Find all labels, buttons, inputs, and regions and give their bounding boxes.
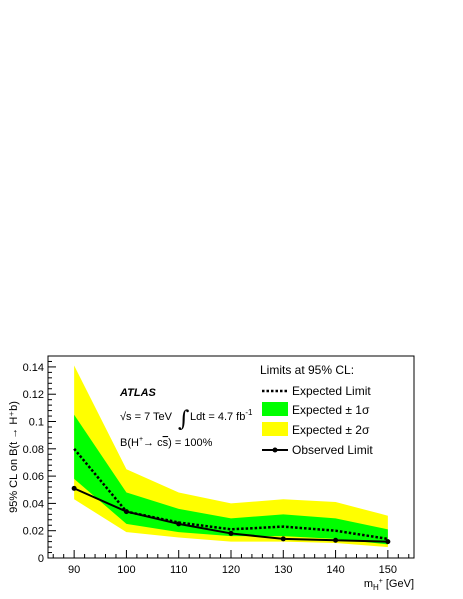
luminosity-label: Ldt = 4.7 fb-1: [190, 408, 253, 423]
axis-ticks: 90 100 110 120 130 140 150 0 0.02 0.04 0.06 0.08 0.1…: [23, 355, 410, 576]
band-1sigma: [74, 414, 388, 545]
legend-title: Limits at 95% CL:: [260, 363, 354, 377]
observed-point: [385, 539, 391, 545]
x-axis-label: mH+ [GeV]: [364, 578, 414, 592]
legend-2sigma-swatch: [262, 422, 288, 436]
x-tick-label: 150: [379, 564, 397, 576]
x-tick-label: 140: [326, 564, 344, 576]
legend-1sigma-label: Expected ± 1σ: [292, 403, 370, 417]
observed-point: [71, 485, 77, 491]
expected-bands: [74, 365, 388, 548]
x-tick-label: 120: [222, 564, 240, 576]
observed-point: [176, 521, 182, 527]
x-tick-label: 100: [117, 564, 135, 576]
legend-expected-label: Expected Limit: [292, 384, 371, 398]
x-axis-label-base: m: [364, 578, 373, 590]
observed-point: [228, 530, 234, 536]
legend-observed-label: Observed Limit: [292, 443, 373, 457]
legend-1sigma-swatch: [262, 402, 288, 416]
br-mid: → c: [143, 437, 163, 449]
luminosity-sup: -1: [245, 408, 253, 417]
atlas-label: ATLAS: [119, 387, 157, 399]
legend: Limits at 95% CL: Expected Limit Expecte…: [260, 363, 373, 457]
br-sbar: s: [163, 437, 169, 449]
x-axis-label-sup: +: [379, 578, 383, 585]
observed-point: [280, 536, 286, 542]
y-tick-label: 0.06: [23, 471, 44, 483]
x-tick-label: 130: [274, 564, 292, 576]
br-sup: +: [139, 436, 143, 443]
limit-lines: [71, 448, 391, 545]
y-tick-label: 0.08: [23, 444, 44, 456]
observed-point: [333, 537, 339, 543]
y-axis-label: 95% CL on B(t → H⁺b): [8, 401, 20, 513]
y-tick-label: 0.12: [23, 389, 44, 401]
y-tick-label: 0.1: [29, 417, 44, 429]
y-tick-label: 0.04: [23, 498, 44, 510]
y-tick-label: 0.14: [23, 362, 44, 374]
br-pre: B(H: [120, 437, 139, 449]
branching-ratio-label: B(H+→ cs) = 100%: [120, 436, 213, 449]
x-axis-label-unit: [GeV]: [386, 578, 414, 590]
y-tick-label: 0: [38, 553, 44, 565]
observed-point: [123, 509, 129, 515]
energy-label: √s = 7 TeV: [120, 411, 173, 423]
legend-observed-marker: [272, 447, 278, 453]
y-tick-label: 0.02: [23, 526, 44, 538]
luminosity-text: Ldt = 4.7 fb: [190, 411, 245, 423]
x-tick-label: 110: [170, 564, 188, 576]
integral-sign: ∫: [178, 407, 190, 432]
x-axis-label-sub: H: [373, 583, 379, 592]
br-post: ) = 100%: [168, 437, 213, 449]
x-tick-label: 90: [68, 564, 80, 576]
legend-2sigma-label: Expected ± 2σ: [292, 423, 370, 437]
